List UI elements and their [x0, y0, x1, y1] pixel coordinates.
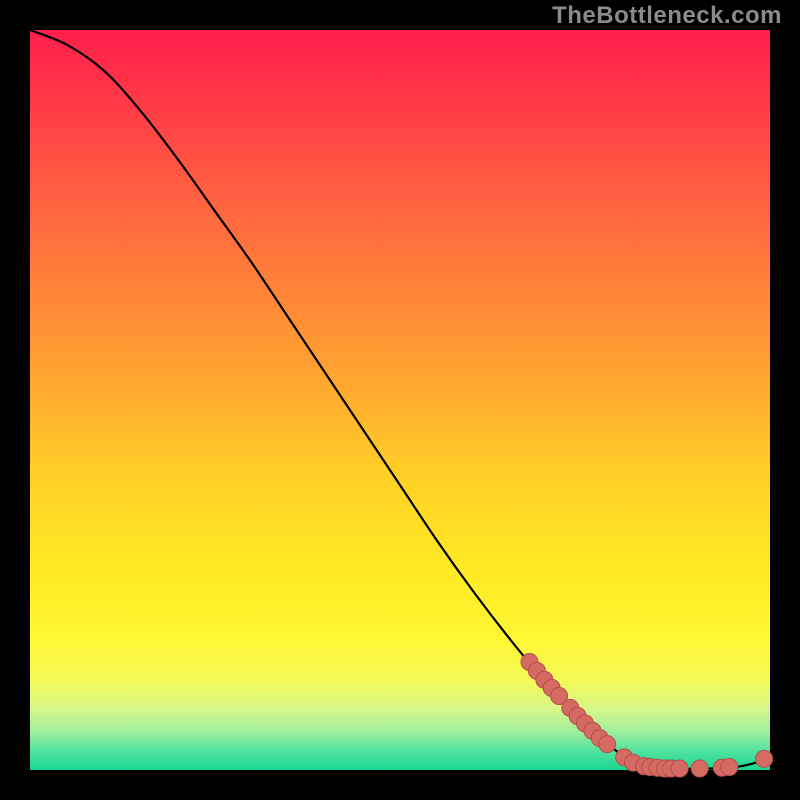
data-marker [599, 736, 616, 753]
data-marker [671, 760, 688, 777]
chart-container: TheBottleneck.com [0, 0, 800, 800]
watermark-text: TheBottleneck.com [552, 2, 782, 30]
data-marker [721, 759, 738, 776]
bottleneck-curve-chart [0, 0, 800, 800]
plot-background [30, 30, 770, 770]
data-marker [756, 750, 773, 767]
data-marker [691, 760, 708, 777]
